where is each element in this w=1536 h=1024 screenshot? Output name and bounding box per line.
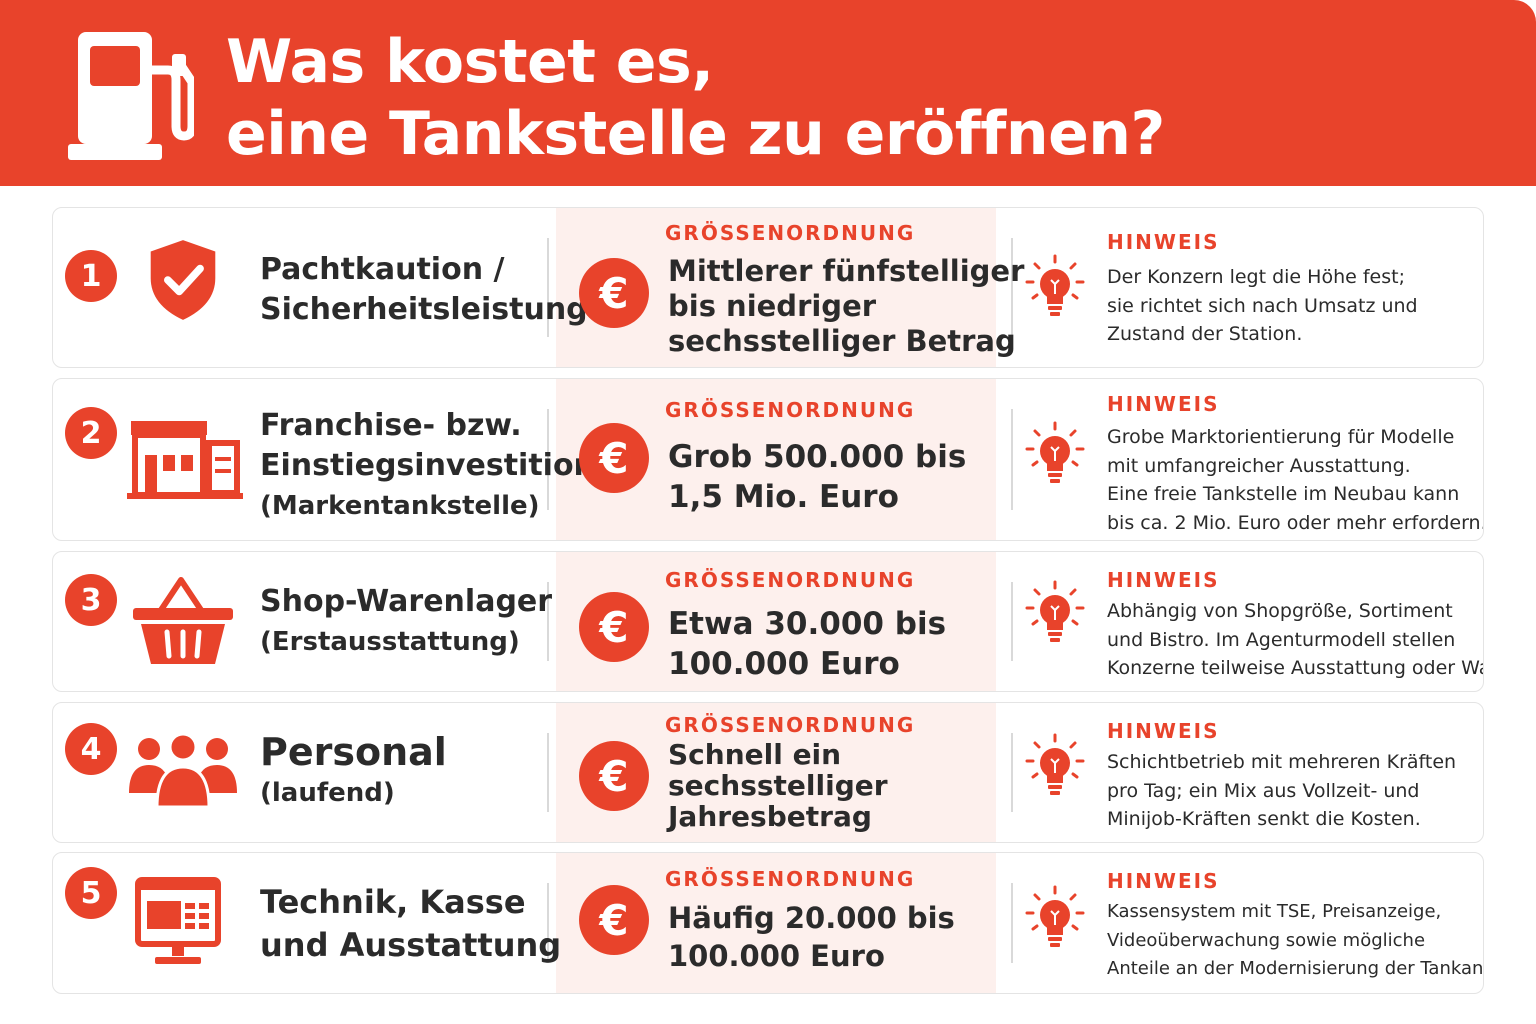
category-label: Franchise- bzw. Einstiegsinvestition (Ma… — [260, 408, 595, 521]
magnitude-label: GRÖSSENORDNUNG — [665, 713, 916, 737]
row-number-badge: 1 — [65, 250, 117, 302]
note-label: HINWEIS — [1107, 568, 1220, 592]
lightbulb-icon — [1025, 885, 1085, 947]
euro-icon: € — [579, 885, 649, 955]
note-label: HINWEIS — [1107, 869, 1220, 893]
row-number-badge: 2 — [65, 407, 117, 459]
category-label: Shop-Warenlager (Erstausstattung) — [260, 584, 553, 657]
euro-icon: € — [579, 258, 649, 328]
magnitude-label: GRÖSSENORDNUNG — [665, 221, 916, 245]
magnitude-value: Mittlerer fünfstelliger bis niedriger se… — [668, 254, 1025, 358]
header-banner: Was kostet es, eine Tankstelle zu eröffn… — [0, 0, 1536, 186]
category-label: Personal (laufend) — [260, 730, 447, 808]
fuel-pump-icon — [68, 32, 194, 160]
note-label: HINWEIS — [1107, 230, 1220, 254]
shopping-basket-icon — [133, 577, 233, 664]
people-group-icon — [129, 733, 237, 807]
title-line-2: eine Tankstelle zu eröffnen? — [226, 99, 1165, 169]
cost-row-2: 2 Franchise- bzw. Einstiegsinvestition (… — [52, 378, 1484, 541]
shield-check-icon — [150, 240, 216, 320]
note-text: Grobe Marktorientierung für Modelle mit … — [1107, 426, 1484, 534]
euro-icon: € — [579, 423, 649, 493]
cost-row-1: 1 Pachtkaution / Sicherheitsleistung € G… — [52, 207, 1484, 368]
note-label: HINWEIS — [1107, 719, 1220, 743]
row-number-badge: 3 — [65, 574, 117, 626]
euro-icon: € — [579, 741, 649, 811]
note-text: Der Konzern legt die Höhe fest; sie rich… — [1107, 266, 1418, 345]
lightbulb-icon — [1025, 733, 1085, 795]
magnitude-value: Schnell ein sechsstelliger Jahresbetrag — [668, 738, 888, 833]
page-title: Was kostet es, eine Tankstelle zu eröffn… — [226, 26, 1165, 170]
magnitude-value: Grob 500.000 bis 1,5 Mio. Euro — [668, 439, 967, 515]
cost-row-5: 5 Technik, Kasse und Ausstattung € GRÖSS… — [52, 852, 1484, 994]
note-text: Schichtbetrieb mit mehreren Kräften pro … — [1107, 751, 1457, 830]
monitor-pos-icon — [135, 877, 221, 964]
lightbulb-icon — [1025, 580, 1085, 642]
title-line-1: Was kostet es, — [226, 27, 714, 97]
lightbulb-icon — [1025, 421, 1085, 483]
note-label: HINWEIS — [1107, 392, 1220, 416]
gas-station-building-icon — [127, 421, 243, 499]
category-label: Technik, Kasse und Ausstattung — [260, 883, 562, 964]
category-label: Pachtkaution / Sicherheitsleistung — [260, 252, 588, 327]
row-number-badge: 4 — [65, 723, 117, 775]
magnitude-label: GRÖSSENORDNUNG — [665, 867, 916, 891]
note-text: Kassensystem mit TSE, Preisanzeige, Vide… — [1107, 901, 1484, 979]
magnitude-label: GRÖSSENORDNUNG — [665, 568, 916, 592]
cost-row-3: 3 Shop-Warenlager (Erstausstattung) € GR… — [52, 551, 1484, 692]
note-text: Abhängig von Shopgröße, Sortiment und Bi… — [1107, 600, 1483, 679]
lightbulb-icon — [1025, 254, 1085, 316]
euro-icon: € — [579, 592, 649, 662]
magnitude-value: Häufig 20.000 bis 100.000 Euro — [668, 901, 955, 973]
magnitude-label: GRÖSSENORDNUNG — [665, 398, 916, 422]
magnitude-value: Etwa 30.000 bis 100.000 Euro — [668, 606, 947, 682]
row-number-badge: 5 — [65, 867, 117, 919]
cost-row-4: 4 Personal (laufend) € GRÖSSENORDNUNG Sc… — [52, 702, 1484, 843]
